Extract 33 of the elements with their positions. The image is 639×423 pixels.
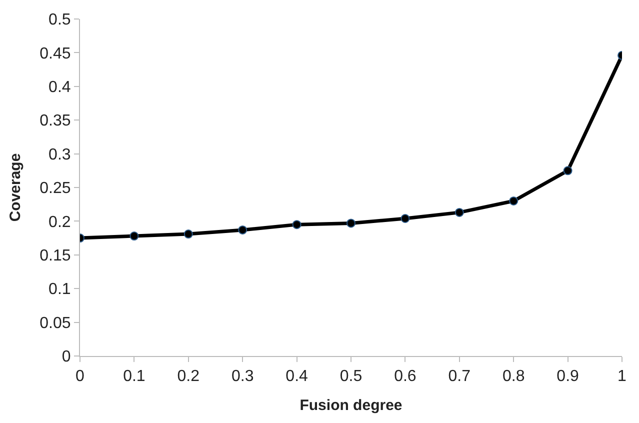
y-tick-label: 0.05	[40, 314, 71, 332]
point	[184, 230, 193, 239]
y-tick-label: 0.25	[40, 180, 71, 198]
y-tick-label: 0.15	[40, 248, 71, 264]
x-tick-label: 0.7	[448, 368, 471, 386]
x-tick-label: 0.1	[123, 368, 146, 386]
x-tick-label: 0.4	[286, 368, 308, 386]
point	[238, 225, 248, 234]
x-tick-label: 0.5	[340, 368, 362, 386]
x-tick-label: 0.9	[556, 368, 580, 386]
x-tick-label: 0.6	[394, 368, 416, 386]
x-axis-title: Fusion degree	[300, 397, 402, 414]
y-tick-label: 0.35	[40, 112, 71, 130]
x-tick-label: 0.2	[177, 368, 200, 386]
x-tick-label: 0	[76, 368, 85, 386]
x-tick-label: 1	[618, 368, 627, 386]
point	[400, 214, 410, 223]
x-tick-label: 0.8	[502, 368, 525, 386]
y-tick-label: 0	[62, 348, 71, 366]
y-tick-label: 0.1	[48, 281, 71, 298]
y-tick-label: 0.5	[48, 12, 71, 29]
x-tick-label: 0.3	[231, 368, 254, 386]
y-axis-title: Coverage	[6, 153, 24, 222]
point	[292, 220, 302, 230]
point	[130, 232, 139, 241]
point	[346, 218, 356, 228]
point	[454, 208, 464, 217]
y-tick-label: 0.2	[48, 214, 71, 231]
point	[563, 166, 572, 176]
y-tick-label: 0.4	[48, 79, 71, 96]
y-tick-label: 0.3	[48, 146, 71, 164]
point	[509, 196, 518, 206]
y-tick-label: 0.45	[40, 45, 71, 62]
